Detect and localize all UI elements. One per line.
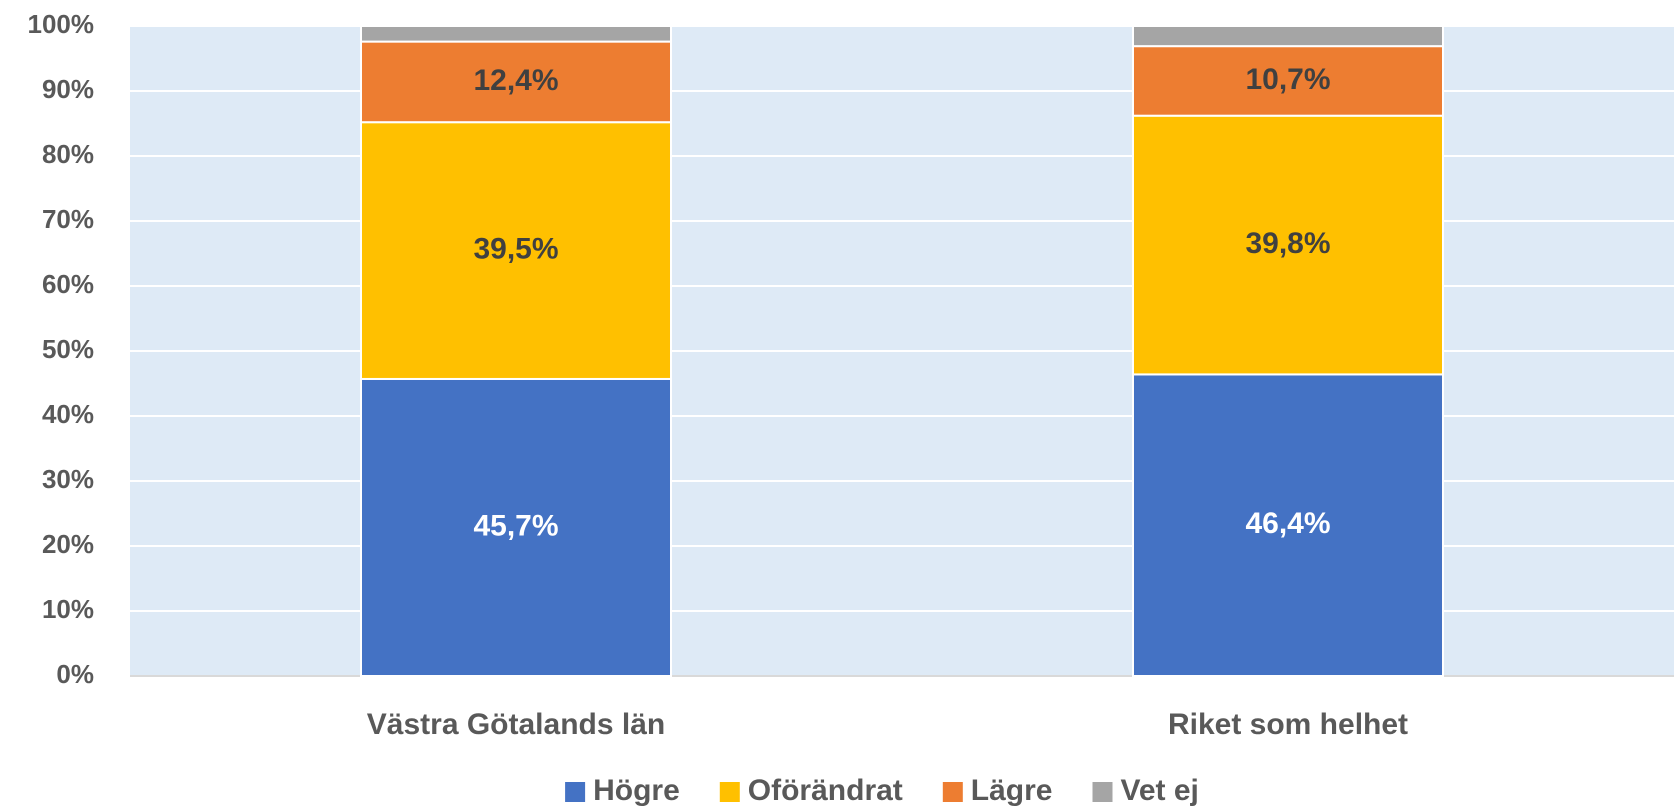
y-tick-label: 40% [42, 399, 94, 429]
y-tick-label: 80% [42, 139, 94, 169]
data-label: 12,4% [473, 64, 558, 97]
legend-swatch [942, 782, 963, 802]
y-tick-label: 90% [42, 74, 94, 104]
legend-swatch [565, 782, 586, 802]
legend-label: Lägre [971, 774, 1053, 807]
legend-swatch [1092, 782, 1113, 802]
bar-segment [360, 377, 672, 677]
data-label: 39,5% [473, 232, 558, 265]
bar-segment [1132, 25, 1444, 48]
y-tick-label: 30% [42, 464, 94, 494]
bar-segment [360, 121, 672, 380]
x-tick-label: Västra Götalands län [367, 708, 665, 741]
bar-segment [360, 25, 672, 43]
x-tick-label: Riket som helhet [1168, 708, 1408, 741]
data-label: 46,4% [1245, 507, 1330, 540]
y-tick-label: 60% [42, 269, 94, 299]
bar-segment [1132, 373, 1444, 677]
data-label: 10,7% [1245, 63, 1330, 96]
legend-label: Högre [593, 774, 680, 807]
y-tick-label: 50% [42, 334, 94, 364]
data-label: 45,7% [473, 509, 558, 542]
legend-label: Oförändrat [748, 774, 903, 807]
y-tick-label: 70% [42, 204, 94, 234]
legend-label: Vet ej [1121, 774, 1199, 807]
bar-segment [1132, 114, 1444, 376]
y-tick-label: 0% [56, 659, 94, 689]
data-label: 39,8% [1245, 227, 1330, 260]
bar-segment [1132, 45, 1444, 117]
legend-swatch [719, 782, 740, 802]
y-tick-label: 20% [42, 529, 94, 559]
y-tick-label: 10% [42, 594, 94, 624]
y-tick-label: 100% [28, 9, 95, 39]
bar-segment [360, 40, 672, 124]
